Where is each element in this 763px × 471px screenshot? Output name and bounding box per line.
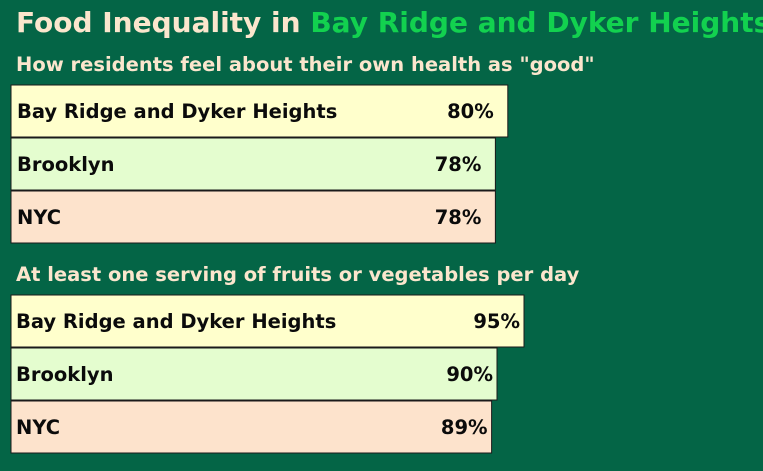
chart-2-value-label-3: 89% <box>441 416 488 439</box>
chart-2-value-label-2: 90% <box>446 363 493 386</box>
chart-1-category-label-3: NYC <box>17 206 61 229</box>
chart-1-value-label-1: 80% <box>447 100 494 123</box>
page-title: Food Inequality in Bay Ridge and Dyker H… <box>16 4 763 42</box>
chart-1-bar-3 <box>10 190 496 244</box>
chart-2-category-label-3: NYC <box>16 416 60 439</box>
chart-1-bar-2 <box>10 137 496 191</box>
chart-1-value-label-3: 78% <box>435 206 482 229</box>
chart-1-value-label-2: 78% <box>435 153 482 176</box>
chart-2-bar-3 <box>10 400 493 454</box>
chart-1-category-label-1: Bay Ridge and Dyker Heights <box>17 100 337 123</box>
chart-2-bar-1 <box>10 294 525 348</box>
chart-1-title: How residents feel about their own healt… <box>16 53 595 76</box>
chart-2-title: At least one serving of fruits or vegeta… <box>16 263 580 286</box>
chart-1-bar-1 <box>10 84 509 138</box>
title-prefix: Food Inequality in <box>16 6 301 39</box>
chart-2-bar-2 <box>10 347 498 401</box>
chart-1-category-label-2: Brooklyn <box>17 153 115 176</box>
chart-2-value-label-1: 95% <box>473 310 520 333</box>
chart-2-category-label-1: Bay Ridge and Dyker Heights <box>16 310 336 333</box>
title-highlight: Bay Ridge and Dyker Heights <box>310 6 763 39</box>
chart-2-category-label-2: Brooklyn <box>16 363 114 386</box>
